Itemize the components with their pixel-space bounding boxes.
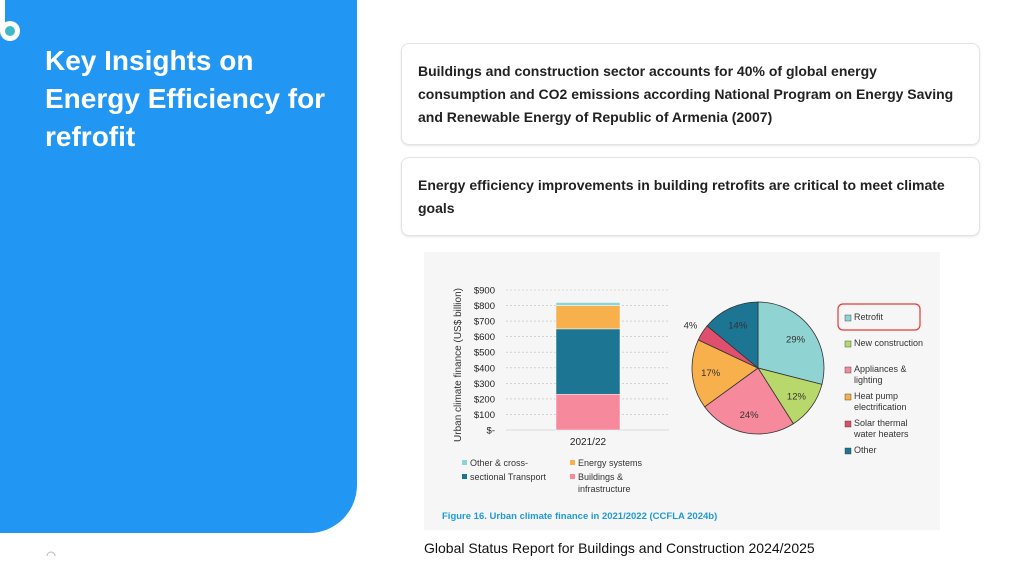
pie-slice	[704, 367, 794, 435]
pie-legend-label: Retrofit	[854, 312, 884, 322]
bar-segment	[555, 302, 621, 306]
bar-y-tick-label: $200	[474, 394, 495, 405]
pie-legend-swatch	[844, 393, 852, 401]
bar-ylabel: Urban climate finance (US$ billion)	[453, 288, 464, 442]
bar-legend-swatch	[570, 460, 575, 465]
bar-legend-label: Buildings &	[578, 472, 623, 482]
pie-legend-label: lighting	[854, 375, 883, 385]
bar-legend-swatch	[462, 474, 467, 479]
bar-y-tick-label: $-	[487, 426, 495, 437]
pie-legend-label: Heat pump	[854, 391, 898, 401]
pie-legend-label: electrification	[854, 402, 907, 412]
finance-charts: Urban climate finance (US$ billion) $- $1…	[442, 286, 923, 523]
brand-logo-icon	[0, 0, 20, 41]
pie-legend-swatch	[844, 340, 852, 348]
bar-legend-swatch	[570, 474, 575, 479]
retrofit-highlight-box	[837, 303, 921, 331]
stacked-bar-chart: Urban climate finance (US$ billion) $- $1…	[453, 286, 669, 494]
bar-legend-label: Energy systems	[578, 458, 643, 468]
urban-climate-finance-figure: Urban climate finance (US$ billion) $- $1…	[424, 252, 940, 530]
pie-data-label: 24%	[740, 410, 760, 421]
slide-title: Key Insights on Energy Efficiency for re…	[45, 45, 326, 152]
pie-legend-swatch	[844, 314, 852, 322]
bar-y-tick-label: $300	[474, 379, 495, 390]
insight-card-consumption: Buildings and construction sector accoun…	[401, 43, 980, 145]
bar-y-tick-label: $700	[474, 317, 495, 328]
pie-legend-swatch	[844, 366, 852, 374]
bar-y-tick-label: $600	[474, 332, 495, 343]
bar-legend-swatch	[462, 460, 467, 465]
pie-slice	[706, 301, 759, 369]
bar-y-tick-label: $900	[474, 286, 495, 297]
pie-data-label: 14%	[728, 321, 748, 332]
pie-legend-label: Appliances &	[854, 364, 907, 374]
insight-card-retrofit: Energy efficiency improvements in buildi…	[401, 157, 980, 236]
pie-legend-label: New construction	[854, 338, 923, 348]
pie-slice	[757, 301, 825, 385]
footer-decoration-icon	[46, 551, 56, 557]
title-panel: Key Insights on Energy Efficiency for re…	[0, 0, 357, 533]
bar-legend-label: infrastructure	[578, 484, 631, 494]
pie-legend-label: Other	[854, 445, 877, 455]
insight-text-consumption: Buildings and construction sector accoun…	[418, 63, 954, 125]
bar-y-tick-label: $800	[474, 301, 495, 312]
pie-legend-swatch	[844, 447, 852, 455]
bar-segment	[555, 393, 621, 431]
figure-caption: Figure 16. Urban climate finance in 2021…	[442, 511, 717, 522]
pie-data-label: 12%	[787, 391, 807, 402]
pie-data-label: 17%	[701, 368, 721, 379]
pie-data-label: 4%	[684, 321, 698, 332]
pie-data-label: 29%	[786, 334, 806, 345]
bar-legend-label: Other & cross-	[470, 458, 528, 468]
pie-legend-label: Solar thermal	[854, 418, 908, 428]
source-citation: Global Status Report for Buildings and C…	[424, 540, 815, 556]
pie-slice	[691, 339, 759, 408]
pie-legend-label: water heaters	[853, 429, 909, 439]
bar-y-tick-label: $500	[474, 348, 495, 359]
bar-segment	[555, 328, 621, 395]
bar-y-tick-label: $400	[474, 363, 495, 374]
pie-legend-swatch	[844, 420, 852, 428]
pie-chart: 29% 12% 24% 17% 4% 14% Retrofit New constructio…	[684, 301, 923, 455]
bar-x-tick-label: 2021/22	[570, 437, 607, 448]
bar-y-tick-label: $100	[474, 410, 495, 421]
bar-segment	[555, 305, 621, 330]
insight-text-retrofit: Energy efficiency improvements in buildi…	[418, 177, 945, 216]
bar-legend-label: sectional Transport	[470, 472, 547, 482]
